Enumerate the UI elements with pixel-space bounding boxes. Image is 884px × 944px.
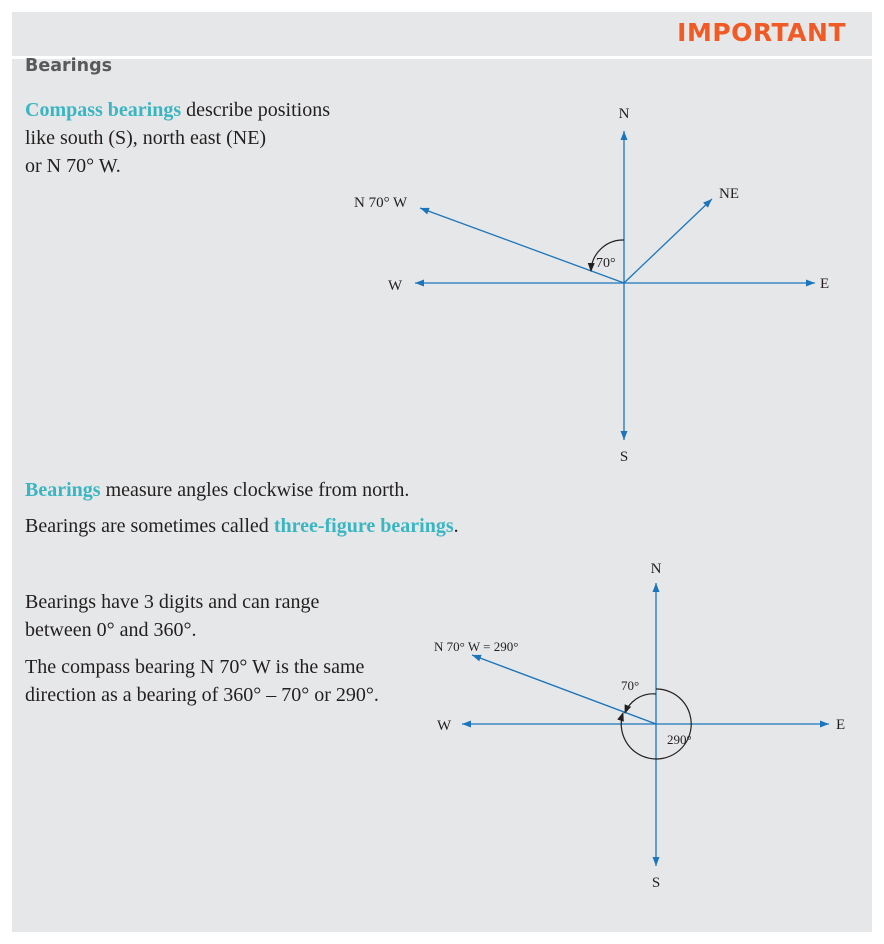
term-compass-bearings: Compass bearings bbox=[25, 99, 182, 121]
term-three-figure-bearings: three-figure bearings bbox=[273, 515, 454, 537]
intro-paragraph: Compass bearings describe positions like… bbox=[25, 96, 330, 180]
label-north: N bbox=[619, 106, 630, 122]
range-paragraph: Bearings have 3 digits and can range bet… bbox=[25, 588, 319, 644]
term-bearings: Bearings bbox=[25, 479, 101, 501]
ne-ray bbox=[623, 198, 713, 284]
label-north-2: N bbox=[651, 561, 662, 577]
equivalence-paragraph: The compass bearing N 70° W is the same … bbox=[25, 653, 379, 709]
intro-line-1-rest: describe positions bbox=[181, 99, 331, 121]
alias-prefix: Bearings are sometimes called bbox=[25, 515, 274, 537]
label-south-2: S bbox=[652, 875, 660, 891]
definition-rest: measure angles clockwise from north. bbox=[100, 479, 410, 501]
label-east-2: E bbox=[836, 717, 845, 733]
range-line-1: Bearings have 3 digits and can range bbox=[25, 591, 320, 613]
important-badge: IMPORTANT bbox=[677, 18, 846, 47]
angle-arc-290 bbox=[617, 688, 692, 760]
label-west: W bbox=[388, 278, 403, 294]
label-angle-70-2: 70° bbox=[621, 678, 639, 693]
intro-line-3: or N 70° W. bbox=[25, 155, 121, 177]
equivalence-line-2: direction as a bearing of 360° – 70° or … bbox=[25, 684, 379, 706]
label-east: E bbox=[820, 276, 829, 292]
panel-header: IMPORTANT bbox=[12, 12, 872, 59]
angle-arc-70 bbox=[587, 239, 625, 272]
definition-paragraph: Bearings measure angles clockwise from n… bbox=[25, 476, 409, 504]
range-line-2: between 0° and 360°. bbox=[25, 619, 197, 641]
label-angle-70: 70° bbox=[596, 256, 616, 271]
label-west-2: W bbox=[437, 718, 452, 734]
equivalence-line-1: The compass bearing N 70° W is the same bbox=[25, 656, 365, 678]
label-n70w: N 70° W bbox=[354, 195, 408, 211]
intro-line-2: like south (S), north east (NE) bbox=[25, 127, 267, 149]
label-south: S bbox=[620, 449, 628, 465]
label-ne: NE bbox=[719, 186, 739, 202]
intro-line-1: Compass bearings describe positions bbox=[25, 96, 330, 124]
alias-suffix: . bbox=[453, 515, 459, 537]
important-panel: IMPORTANT bbox=[12, 12, 872, 932]
n70w-ray bbox=[419, 207, 625, 284]
label-n70w-290: N 70° W = 290° bbox=[434, 639, 518, 654]
angle-arc-70-2 bbox=[624, 693, 657, 714]
alias-paragraph: Bearings are sometimes called three-figu… bbox=[25, 512, 459, 540]
label-angle-290: 290° bbox=[667, 732, 692, 747]
section-title: Bearings bbox=[25, 56, 113, 76]
